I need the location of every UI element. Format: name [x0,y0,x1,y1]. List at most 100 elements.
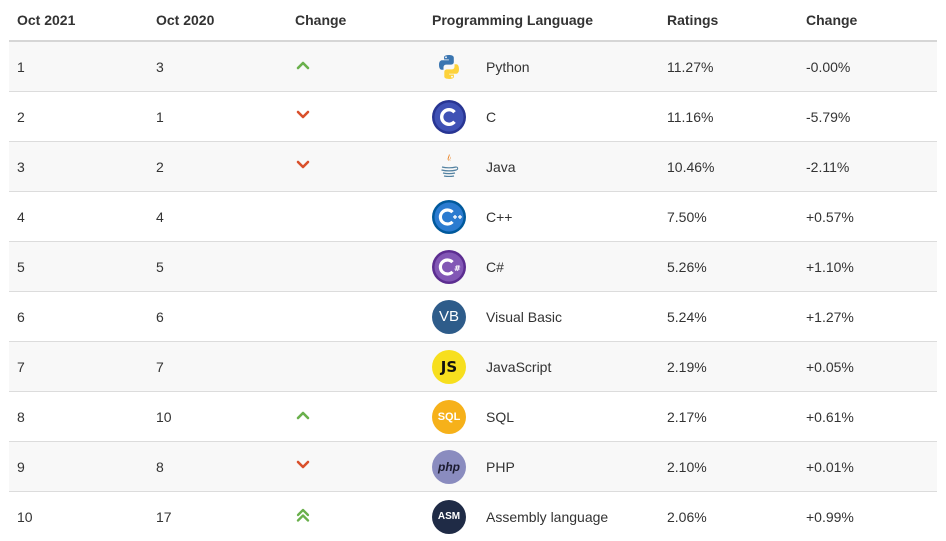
logo-text: php [438,459,460,474]
logo-text: ASM [437,511,461,522]
javascript-icon: JS [432,349,466,384]
rating-change-value: +0.01% [806,458,854,475]
header-oct-2020: Oct 2020 [156,12,215,28]
language-cell: Python [426,50,659,84]
language-name: Assembly language [486,508,609,525]
language-cell: ASM Assembly language [426,499,659,534]
rank-previous: 6 [156,308,164,325]
language-name: C# [486,258,504,275]
header-change: Change [295,12,347,28]
c-icon [432,99,466,134]
table-row: 10 17 ASM Assembly language 2.06% +0.99% [9,492,937,541]
table-row: 6 6 VB Visual Basic 5.24% +1.27% [9,292,937,342]
double-chevron-up-icon [295,508,311,525]
rank-current: 6 [17,308,25,325]
rating-change-value: +1.27% [806,308,854,325]
table-row: 2 1 C 11.16% -5.79% [9,92,937,142]
rank-change [287,58,426,75]
table-row: 4 4 C++ 7.50% +0.57% [9,192,937,242]
assembly-icon: ASM [432,499,466,534]
table-row: 7 7 JS JavaScript 2.19% +0.05% [9,342,937,392]
rank-current: 2 [17,108,25,125]
chevron-down-icon [295,159,311,175]
language-name: C++ [486,208,513,225]
svg-text:#: # [454,264,461,273]
logo-text: JS [440,357,458,376]
rank-change [287,458,426,475]
rating-value: 5.24% [667,308,707,325]
rank-change [287,158,426,175]
rating-change-value: +1.10% [806,258,854,275]
table-row: 9 8 php PHP 2.10% +0.01% [9,442,937,492]
table-row: 8 10 SQL SQL 2.17% +0.61% [9,392,937,442]
rank-current: 5 [17,258,25,275]
chevron-down-icon [295,109,311,125]
language-name: PHP [486,458,515,475]
rank-previous: 1 [156,108,164,125]
php-icon: php [432,449,466,484]
chevron-up-icon [295,59,311,75]
language-cell: C [426,99,659,134]
rank-previous: 4 [156,208,164,225]
rank-current: 3 [17,158,25,175]
language-name: C [486,108,497,125]
rating-change-value: +0.61% [806,408,854,425]
header-ratings: Ratings [667,12,719,28]
rating-value: 2.17% [667,408,707,425]
rating-value: 10.46% [667,158,715,175]
rating-value: 2.10% [667,458,707,475]
language-name: Java [486,158,516,175]
rating-value: 2.19% [667,358,707,375]
language-name: JavaScript [486,358,552,375]
java-icon [432,150,466,184]
language-cell: SQL SQL [426,399,659,434]
csharp-icon: # [432,249,466,284]
language-cell: VB Visual Basic [426,299,659,334]
rating-value: 2.06% [667,508,707,525]
cpp-icon [432,199,466,234]
rank-current: 7 [17,358,25,375]
language-cell: C++ [426,199,659,234]
rating-change-value: +0.57% [806,208,854,225]
language-name: Python [486,58,530,75]
rank-current: 4 [17,208,25,225]
rank-change [287,108,426,125]
rating-value: 11.16% [667,108,714,125]
rating-change-value: -0.00% [806,58,851,75]
logo-text: VB [438,308,459,325]
rating-change-value: +0.05% [806,358,854,375]
language-name: SQL [486,408,515,425]
chevron-down-icon [295,459,311,475]
language-cell: Java [426,150,659,184]
header-rating-change: Change [806,12,858,28]
chevron-up-icon [295,409,311,425]
rank-current: 10 [17,508,33,525]
rating-change-value: -2.11% [806,158,850,175]
table-body: 1 3 Python 11.27% -0.00% 2 1 C 11.16% -5.79% 3 2 Jav… [9,42,937,541]
vb-icon: VB [432,299,466,334]
rank-previous: 7 [156,358,164,375]
table-row: 3 2 Java 10.46% -2.11% [9,142,937,192]
rank-previous: 2 [156,158,164,175]
sql-icon: SQL [432,399,466,434]
rank-previous: 10 [156,408,172,425]
rank-current: 1 [17,58,25,75]
rank-previous: 3 [156,58,164,75]
rating-value: 7.50% [667,208,707,225]
header-oct-2021: Oct 2021 [17,12,76,28]
rank-change [287,508,426,525]
logo-text: SQL [437,410,461,423]
table-row: 1 3 Python 11.27% -0.00% [9,42,937,92]
rank-current: 8 [17,408,25,425]
language-cell: php PHP [426,449,659,484]
table-row: 5 5 # C# 5.26% +1.10% [9,242,937,292]
rank-previous: 5 [156,258,164,275]
rank-previous: 8 [156,458,164,475]
rating-value: 5.26% [667,258,707,275]
rating-change-value: +0.99% [806,508,854,525]
python-icon [432,50,466,84]
rank-current: 9 [17,458,25,475]
language-cell: JS JavaScript [426,349,659,384]
header-language: Programming Language [432,12,594,28]
rank-change [287,408,426,425]
